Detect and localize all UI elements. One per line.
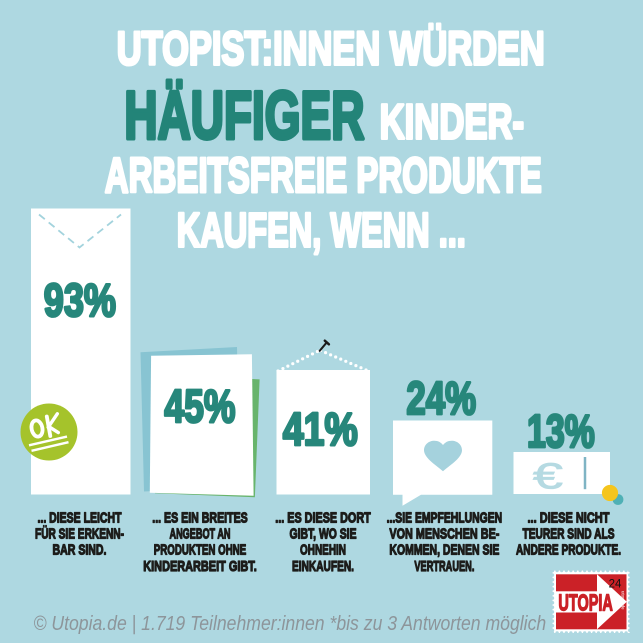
svg-text:ANGEBOT AN: ANGEBOT AN (170, 527, 231, 543)
svg-text:...SIE EMPFEHLUNGEN: ...SIE EMPFEHLUNGEN (387, 510, 503, 526)
svg-text:ANDERE PRODUKTE.: ANDERE PRODUKTE. (516, 543, 621, 559)
svg-text:KINDERARBEIT GIBT.: KINDERARBEIT GIBT. (143, 559, 257, 575)
svg-text:... ES EIN BREITES: ... ES EIN BREITES (152, 510, 248, 526)
svg-text:24%: 24% (406, 372, 476, 424)
svg-text:UTOPIST:INNEN WÜRDEN: UTOPIST:INNEN WÜRDEN (117, 22, 545, 75)
svg-text:KINDER-: KINDER- (380, 96, 524, 150)
svg-text:OHNEHIN: OHNEHIN (300, 543, 346, 559)
svg-text:GIBT, WO SIE: GIBT, WO SIE (290, 527, 357, 543)
svg-text:FÜR SIE ERKENN-: FÜR SIE ERKENN- (35, 526, 124, 543)
svg-text:KAUFEN, WENN ...: KAUFEN, WENN ... (177, 204, 466, 257)
svg-text:... DIESE LEICHT: ... DIESE LEICHT (38, 510, 122, 526)
svg-text:... ES DIESE DORT: ... ES DIESE DORT (275, 510, 371, 526)
svg-text:41%: 41% (283, 403, 358, 455)
svg-text:utopia.de: utopia.de (621, 591, 626, 610)
svg-text:© Utopia.de | 1.719 Teilnehmer: © Utopia.de | 1.719 Teilnehmer:innen *bi… (34, 613, 547, 635)
svg-text:UTOPIA: UTOPIA (558, 590, 613, 616)
svg-text:VON MENSCHEN BE-: VON MENSCHEN BE- (389, 527, 499, 543)
svg-text:PRODUKTEN OHNE: PRODUKTEN OHNE (154, 543, 247, 559)
svg-text:ARBEITSFREIE PRODUKTE: ARBEITSFREIE PRODUKTE (105, 149, 542, 203)
svg-text:KOMMEN, DENEN SIE: KOMMEN, DENEN SIE (389, 543, 499, 559)
svg-text:13%: 13% (527, 405, 595, 457)
svg-text:BAR SIND.: BAR SIND. (53, 543, 107, 559)
svg-text:EINKAUFEN.: EINKAUFEN. (292, 559, 354, 575)
svg-text:24: 24 (609, 579, 622, 591)
svg-text:TEURER SIND ALS: TEURER SIND ALS (523, 527, 615, 543)
svg-text:VERTRAUEN.: VERTRAUEN. (414, 559, 474, 575)
svg-text:93%: 93% (44, 274, 116, 326)
svg-text:HÄUFIGER: HÄUFIGER (124, 78, 364, 154)
svg-text:... DIESE NICHT: ... DIESE NICHT (528, 510, 610, 526)
svg-text:€: € (533, 456, 563, 497)
svg-text:45%: 45% (164, 380, 235, 432)
